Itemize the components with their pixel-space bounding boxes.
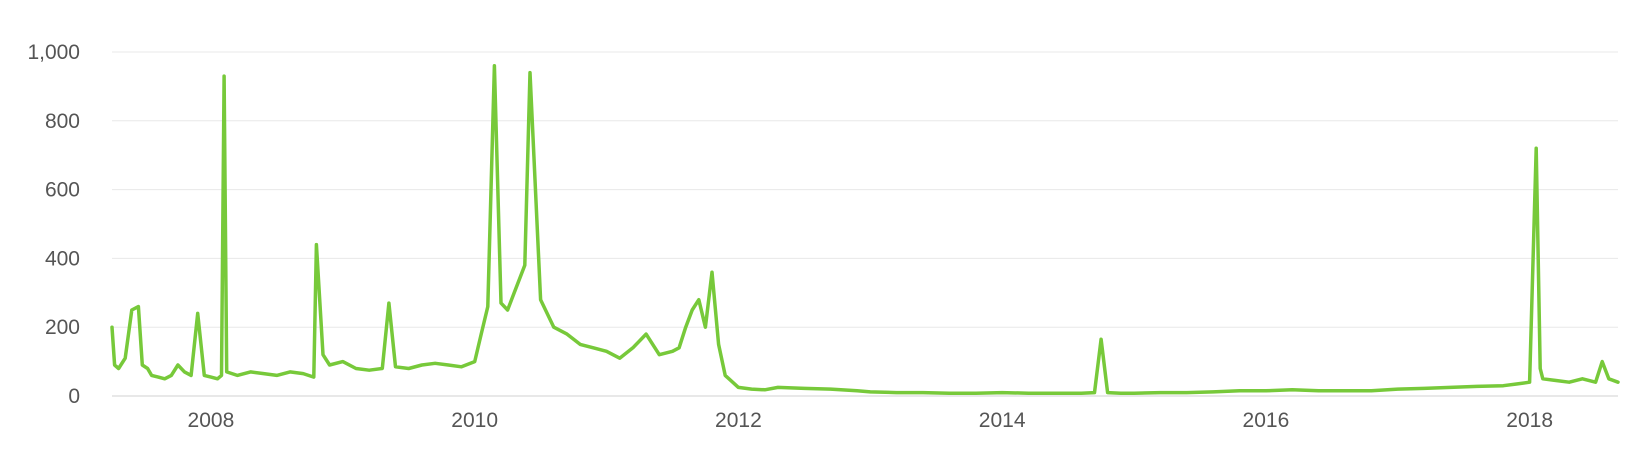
x-tick-label: 2018	[1506, 409, 1553, 432]
y-tick-label: 800	[45, 110, 80, 133]
x-tick-label: 2016	[1243, 409, 1290, 432]
grid	[112, 51, 1618, 397]
series-group	[110, 64, 1620, 395]
y-tick-label: 200	[45, 316, 80, 339]
y-axis: 0 200 400 600 800 1,000	[27, 41, 80, 408]
x-tick-label: 2014	[979, 409, 1026, 432]
x-tick-label: 2008	[188, 409, 235, 432]
x-axis: 2008 2010 2012 2014 2016 2018	[188, 409, 1553, 432]
x-tick-label: 2010	[451, 409, 498, 432]
y-tick-label: 0	[68, 385, 80, 408]
y-tick-label: 1,000	[27, 41, 80, 64]
x-tick-label: 2012	[715, 409, 762, 432]
y-tick-label: 600	[45, 179, 80, 202]
series-line	[110, 64, 1620, 395]
y-tick-label: 400	[45, 247, 80, 270]
